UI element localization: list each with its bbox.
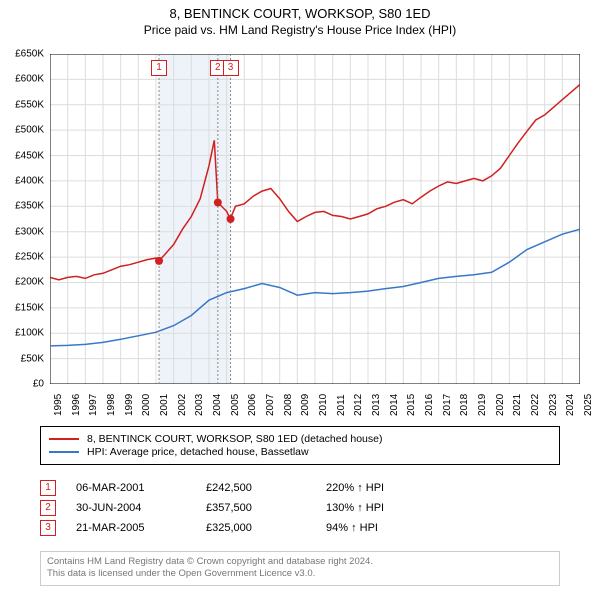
x-axis-label: 1996 bbox=[71, 394, 82, 416]
legend-swatch bbox=[49, 451, 79, 453]
y-axis-label: £200K bbox=[4, 277, 44, 288]
x-axis-label: 2007 bbox=[265, 394, 276, 416]
chart-svg bbox=[50, 54, 580, 384]
x-axis-label: 1999 bbox=[124, 394, 135, 416]
y-axis-label: £100K bbox=[4, 328, 44, 339]
x-axis-label: 2010 bbox=[318, 394, 329, 416]
x-axis-label: 2019 bbox=[477, 394, 488, 416]
y-axis-label: £400K bbox=[4, 175, 44, 186]
x-axis-label: 2009 bbox=[300, 394, 311, 416]
chart-subtitle: Price paid vs. HM Land Registry's House … bbox=[0, 23, 600, 37]
event-marker-box: 2 bbox=[40, 500, 56, 516]
y-axis-label: £350K bbox=[4, 201, 44, 212]
x-axis-label: 2020 bbox=[495, 394, 506, 416]
chart-title: 8, BENTINCK COURT, WORKSOP, S80 1ED bbox=[0, 6, 600, 21]
x-axis-label: 2014 bbox=[389, 394, 400, 416]
x-axis-label: 2021 bbox=[512, 394, 523, 416]
x-axis-label: 2003 bbox=[194, 394, 205, 416]
y-axis-label: £250K bbox=[4, 252, 44, 263]
x-axis-label: 2012 bbox=[353, 394, 364, 416]
y-axis-label: £0 bbox=[4, 379, 44, 390]
x-axis-label: 2016 bbox=[424, 394, 435, 416]
y-axis-label: £500K bbox=[4, 125, 44, 136]
x-axis-label: 2005 bbox=[230, 394, 241, 416]
chart-plot-area: £0£50K£100K£150K£200K£250K£300K£350K£400… bbox=[50, 54, 580, 384]
y-axis-label: £150K bbox=[4, 302, 44, 313]
y-axis-label: £50K bbox=[4, 353, 44, 364]
x-axis-label: 2013 bbox=[371, 394, 382, 416]
legend-box: 8, BENTINCK COURT, WORKSOP, S80 1ED (det… bbox=[40, 426, 560, 465]
y-axis-label: £650K bbox=[4, 49, 44, 60]
y-axis-label: £550K bbox=[4, 99, 44, 110]
footer-attribution: Contains HM Land Registry data © Crown c… bbox=[40, 551, 560, 586]
chart-container: 8, BENTINCK COURT, WORKSOP, S80 1ED Pric… bbox=[0, 6, 600, 596]
event-price: £325,000 bbox=[206, 522, 326, 534]
x-axis-label: 2025 bbox=[583, 394, 594, 416]
event-pct: 130% ↑ HPI bbox=[326, 502, 446, 514]
x-axis-label: 1997 bbox=[88, 394, 99, 416]
chart-marker-1: 1 bbox=[151, 60, 167, 76]
x-axis-label: 2000 bbox=[141, 394, 152, 416]
footer-line-1: Contains HM Land Registry data © Crown c… bbox=[47, 556, 553, 568]
x-axis-label: 2002 bbox=[177, 394, 188, 416]
y-axis-label: £450K bbox=[4, 150, 44, 161]
event-price: £357,500 bbox=[206, 502, 326, 514]
x-axis-label: 2015 bbox=[406, 394, 417, 416]
event-price: £242,500 bbox=[206, 482, 326, 494]
event-row: 3 21-MAR-2005£325,00094% ↑ HPI bbox=[40, 520, 446, 536]
events-table: 1 06-MAR-2001£242,500220% ↑ HPI 2 30-JUN-20… bbox=[40, 476, 446, 540]
x-axis-label: 2004 bbox=[212, 394, 223, 416]
x-axis-label: 2018 bbox=[459, 394, 470, 416]
x-axis-label: 2024 bbox=[565, 394, 576, 416]
legend-item: 8, BENTINCK COURT, WORKSOP, S80 1ED (det… bbox=[49, 433, 551, 445]
x-axis-label: 2022 bbox=[530, 394, 541, 416]
legend-swatch bbox=[49, 438, 79, 440]
x-axis-label: 2017 bbox=[442, 394, 453, 416]
footer-line-2: This data is licensed under the Open Gov… bbox=[47, 568, 553, 580]
x-axis-label: 2001 bbox=[159, 394, 170, 416]
event-marker-box: 3 bbox=[40, 520, 56, 536]
x-axis-label: 2008 bbox=[283, 394, 294, 416]
event-date: 30-JUN-2004 bbox=[76, 502, 206, 514]
x-axis-label: 1995 bbox=[53, 394, 64, 416]
event-date: 06-MAR-2001 bbox=[76, 482, 206, 494]
event-pct: 220% ↑ HPI bbox=[326, 482, 446, 494]
x-axis-label: 2023 bbox=[548, 394, 559, 416]
x-axis-label: 1998 bbox=[106, 394, 117, 416]
legend-item: HPI: Average price, detached house, Bass… bbox=[49, 446, 551, 458]
event-row: 2 30-JUN-2004£357,500130% ↑ HPI bbox=[40, 500, 446, 516]
event-row: 1 06-MAR-2001£242,500220% ↑ HPI bbox=[40, 480, 446, 496]
chart-marker-3: 3 bbox=[223, 60, 239, 76]
event-pct: 94% ↑ HPI bbox=[326, 522, 446, 534]
legend-label: 8, BENTINCK COURT, WORKSOP, S80 1ED (det… bbox=[87, 433, 382, 445]
legend-label: HPI: Average price, detached house, Bass… bbox=[87, 446, 309, 458]
event-date: 21-MAR-2005 bbox=[76, 522, 206, 534]
y-axis-label: £600K bbox=[4, 74, 44, 85]
event-marker-box: 1 bbox=[40, 480, 56, 496]
y-axis-label: £300K bbox=[4, 226, 44, 237]
x-axis-label: 2006 bbox=[247, 394, 258, 416]
x-axis-label: 2011 bbox=[336, 394, 347, 416]
